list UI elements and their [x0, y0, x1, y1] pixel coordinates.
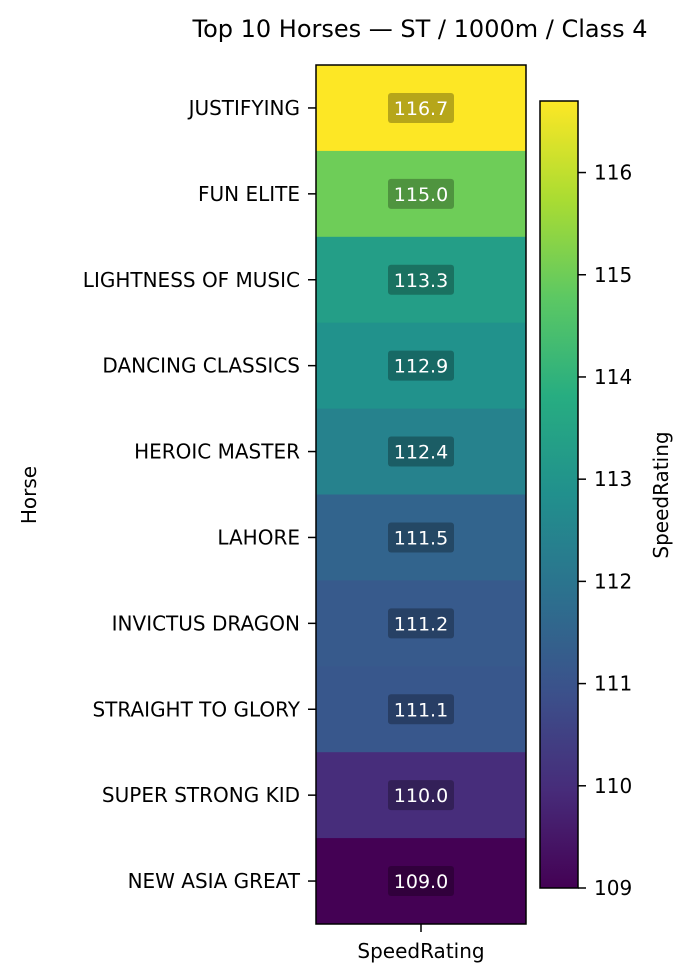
value-label: 110.0 [394, 785, 448, 807]
x-tick-label: SpeedRating [357, 939, 484, 963]
colorbar-tick-label: 109 [594, 876, 632, 900]
value-label-box [388, 92, 454, 123]
value-label: 112.9 [394, 356, 448, 378]
value-label-box [388, 694, 454, 725]
y-tick-label: LIGHTNESS OF MUSIC [83, 268, 300, 292]
heatmap-cell [316, 236, 526, 324]
value-label-box [388, 608, 454, 639]
colorbar-tick-label: 114 [594, 365, 632, 389]
value-label-box [388, 350, 454, 381]
heatmap-cell [316, 666, 526, 753]
y-tick-label: STRAIGHT TO GLORY [92, 697, 300, 721]
value-label: 112.4 [394, 442, 448, 464]
y-tick-label: DANCING CLASSICS [102, 354, 300, 378]
heatmap-cell [316, 580, 526, 667]
heatmap-cell [316, 322, 526, 410]
colorbar-tick-label: 111 [594, 672, 632, 696]
y-tick-labels: JUSTIFYING FUN ELITE LIGHTNESS OF MUSIC DAN… [83, 96, 316, 893]
value-label-box [388, 780, 454, 811]
y-tick-label: SUPER STRONG KID [102, 783, 300, 807]
colorbar-gradient [539, 100, 579, 889]
colorbar-tick-label: 113 [594, 467, 632, 491]
value-label-box [388, 436, 454, 467]
value-label: 111.5 [394, 527, 448, 549]
value-label: 109.0 [394, 871, 448, 893]
heatmap-cell [316, 494, 526, 581]
heatmap-cell [316, 65, 526, 152]
value-label: 116.7 [394, 98, 448, 120]
y-axis-label: Horse [17, 466, 41, 524]
heatmap-cells: 116.7 115.0 113.3 112.9 112.4 111.5 111.2 111.1… [315, 64, 527, 925]
value-label-box [388, 178, 454, 209]
y-tick-label: NEW ASIA GREAT [128, 869, 301, 893]
value-label: 111.1 [394, 699, 448, 721]
heatmap-cell [316, 838, 526, 925]
value-label-box [388, 522, 454, 553]
heatmap-cell [316, 150, 526, 238]
value-label: 111.2 [394, 613, 448, 635]
value-label: 113.3 [394, 270, 448, 292]
y-tick-label: INVICTUS DRAGON [112, 611, 300, 635]
y-tick-label: JUSTIFYING [187, 96, 300, 120]
value-label-box [388, 866, 454, 897]
colorbar-tick-label: 110 [594, 774, 632, 798]
colorbar-tick-label: 116 [594, 161, 632, 185]
value-label-box [388, 264, 454, 295]
heatmap-cell [316, 408, 526, 495]
chart-title: Top 10 Horses — ST / 1000m / Class 4 [191, 15, 647, 43]
value-label: 115.0 [394, 184, 448, 206]
heatmap-cell [316, 752, 526, 839]
y-tick-label: HEROIC MASTER [134, 440, 300, 464]
colorbar-tick-label: 112 [594, 569, 632, 593]
colorbar: 109 110 111 112 113 114 115 116 [539, 100, 632, 900]
y-tick-label: FUN ELITE [198, 182, 300, 206]
colorbar-label: SpeedRating [649, 431, 673, 558]
colorbar-tick-label: 115 [594, 263, 632, 287]
y-tick-label: LAHORE [217, 525, 300, 549]
